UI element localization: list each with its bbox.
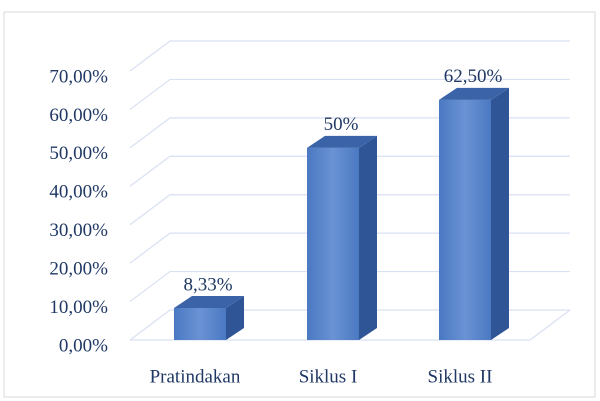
y-tick-label: 0,00% <box>59 335 108 356</box>
y-tick-label: 10,00% <box>49 297 108 318</box>
grid-line-side <box>129 78 171 110</box>
bar-side <box>226 295 244 340</box>
grid-line-side <box>129 309 171 341</box>
x-tick-label: Siklus II <box>428 366 493 387</box>
y-tick-label: 20,00% <box>49 259 108 280</box>
data-label: 50% <box>324 114 359 135</box>
grid-line-side <box>129 155 171 187</box>
y-tick-label: 50,00% <box>49 143 108 164</box>
grid-line-side <box>129 232 171 264</box>
data-label: 62,50% <box>444 66 503 87</box>
bar <box>439 99 491 340</box>
bar <box>307 147 359 340</box>
bar-top <box>174 295 244 308</box>
bar-top <box>439 87 509 100</box>
grid-line-side <box>129 117 171 149</box>
y-tick-label: 30,00% <box>49 220 108 241</box>
y-tick-label: 70,00% <box>49 66 108 87</box>
grid-line-side <box>129 194 171 226</box>
grid-line-side <box>129 40 171 72</box>
x-tick-label: Siklus I <box>299 366 358 387</box>
floor-right <box>529 309 571 341</box>
x-tick-label: Pratindakan <box>150 366 241 387</box>
data-label: 8,33% <box>183 274 232 295</box>
grid-line-side <box>129 271 171 303</box>
bar <box>174 307 226 340</box>
bar-top <box>307 135 377 148</box>
y-tick-label: 40,00% <box>49 182 108 203</box>
y-tick-label: 60,00% <box>49 105 108 126</box>
bar-side <box>359 135 377 340</box>
bar-side <box>491 87 509 340</box>
